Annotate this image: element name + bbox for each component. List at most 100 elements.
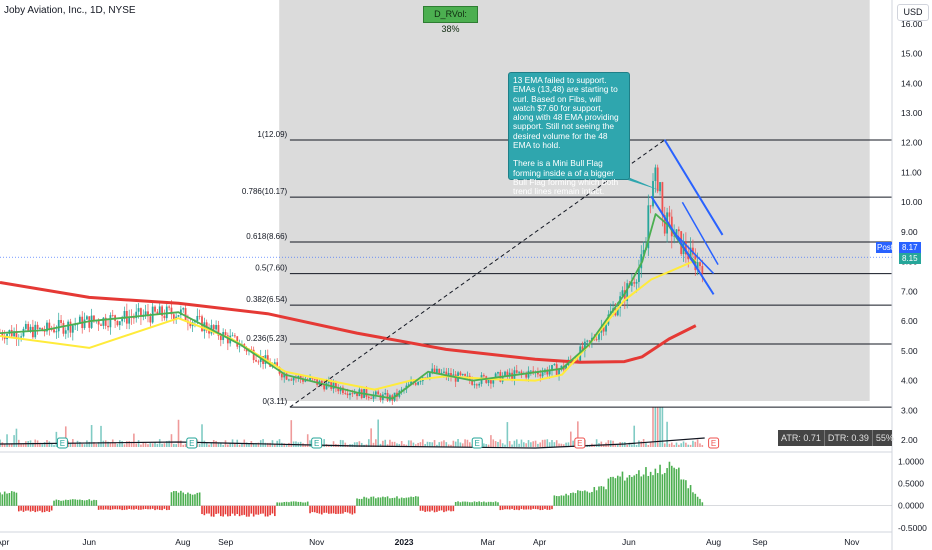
osc-bar [398,498,401,506]
volume-bar [114,442,116,447]
last-price-tag: 8.15 [899,253,921,264]
osc-bar [443,505,445,513]
osc-bar [614,478,617,506]
trend-drawings[interactable] [289,139,724,408]
volume-bar [278,439,281,447]
volume-bar [649,442,652,447]
volume-bar [659,407,661,447]
volume-bar [656,407,659,447]
candle-body [365,388,368,397]
candle-body [527,370,530,378]
candle-body [48,322,51,330]
candle-body [494,373,497,380]
candle-body [464,374,466,376]
candle-body [548,370,551,375]
osc-bar [154,505,156,511]
candle-body [410,381,412,385]
osc-bar [43,505,46,513]
volume-bar [412,442,415,447]
volume-bar [50,443,53,447]
volume-bar [532,441,535,447]
time-tick-3: Sep [218,537,233,547]
volume-bar [384,439,387,447]
volume-bar [323,439,325,447]
candle-body [311,377,314,380]
volume-bar [356,442,358,447]
volume-bar [558,443,560,447]
volume-bar [0,439,1,447]
osc-bar [351,505,354,515]
volume-bar [541,439,544,447]
candle-body [217,325,220,336]
osc-bar [170,492,173,506]
volume-bar [513,440,516,447]
candle-body [128,317,131,324]
volume-bar [685,442,687,447]
candle-body [27,323,30,331]
osc-bar [290,501,293,506]
volume-bar [306,434,309,447]
osc-bar [198,492,201,506]
osc-bar [438,505,441,511]
osc-bar [41,505,44,513]
currency-button[interactable]: USD [897,4,929,21]
volume-bar [283,443,286,447]
candle-body [466,375,469,377]
osc-bar [454,501,457,506]
volume-bar [353,442,356,447]
volume-bar [551,440,553,447]
osc-bar [673,467,675,506]
osc-bar [520,505,523,510]
fib-label-0: 1(12.09) [257,130,287,139]
time-tick-4: Nov [309,537,325,547]
candle-body [436,368,438,373]
osc-bar [264,505,267,517]
volume-bar [156,443,159,447]
osc-bar [426,505,429,512]
fib-label-2: 0.618(8.66) [246,232,287,241]
candle-body [111,315,114,316]
osc-bar [532,505,535,509]
volume-bar [499,439,502,447]
candle-body [104,317,107,326]
volume-bar [74,443,76,447]
osc-bar [694,493,697,506]
osc-bar [292,501,295,506]
volume-bar [6,434,8,447]
volume-bar [10,443,13,447]
volume-bar [102,440,105,447]
candle-body [121,318,124,322]
osc-bar [196,492,199,506]
candle-body [626,283,629,302]
volume-bar [438,442,441,447]
osc-bar [156,505,159,510]
osc-bar [116,505,119,510]
rvol-badge[interactable]: D_RVol: 38% [423,6,478,34]
osc-bar [128,505,130,509]
mini-flag-upper-line [681,201,719,266]
time-axis[interactable]: Apr Jun Aug Sep Nov 2023 Mar Apr Jun Aug Sep Nov [0,531,892,547]
candle-body [525,373,528,378]
osc-bar [473,501,476,506]
volume-bar [100,425,102,447]
volume-bar [97,442,100,447]
time-tick-7: Apr [533,537,546,547]
volume-bar [116,443,119,447]
osc-bar [187,492,189,506]
callout-pointer [611,170,661,191]
osc-bar [386,496,389,506]
volume-bar [219,442,222,447]
analysis-callout[interactable]: 13 EMA failed to support. EMAs (13,48) a… [508,72,630,196]
candle-body [189,323,192,327]
candle-body [102,317,105,326]
volume-bar [170,434,173,447]
osc-bar [492,502,495,506]
osc-bar [177,492,180,506]
volume-bar [654,407,657,447]
osc-bar [281,502,283,506]
price-axis[interactable]: 16.00 15.00 14.00 13.00 12.00 11.00 10.00 9.00 8… [891,0,923,550]
volume-bar [39,442,41,447]
candle-body [511,372,513,380]
